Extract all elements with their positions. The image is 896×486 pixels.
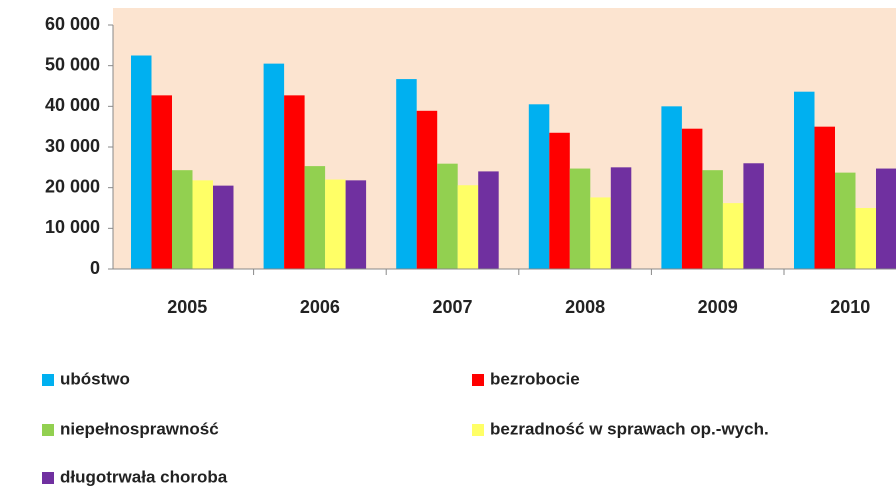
legend-label: niepełnosprawność xyxy=(60,419,219,438)
legend-label: bezrobocie xyxy=(490,369,580,388)
bar xyxy=(794,91,815,270)
bar xyxy=(835,172,856,269)
x-tick-label: 2007 xyxy=(432,297,472,317)
y-tick-label: 0 xyxy=(90,258,100,278)
legend-label: ubóstwo xyxy=(60,369,130,388)
x-tick-label: 2005 xyxy=(167,297,207,317)
bar xyxy=(457,185,479,269)
y-tick-label: 10 000 xyxy=(45,217,100,237)
bar xyxy=(528,104,550,269)
legend-swatch xyxy=(472,424,484,436)
x-tick-label: 2009 xyxy=(698,297,738,317)
bar xyxy=(590,197,611,269)
bar xyxy=(416,110,438,269)
bar xyxy=(661,106,682,269)
bar xyxy=(876,168,896,269)
bar xyxy=(325,179,346,269)
bar xyxy=(569,168,591,269)
plot-area xyxy=(113,8,896,269)
x-tick-label: 2006 xyxy=(300,297,340,317)
bar xyxy=(172,170,193,269)
bar xyxy=(681,128,703,269)
legend-label: długotrwała choroba xyxy=(60,467,228,486)
x-tick-label: 2010 xyxy=(830,297,870,317)
bar xyxy=(396,79,417,269)
bar xyxy=(814,126,835,270)
bar xyxy=(284,95,305,269)
bar xyxy=(437,163,458,269)
bar xyxy=(345,180,367,269)
bar xyxy=(304,166,326,269)
legend-label: bezradność w sprawach op.-wych. xyxy=(490,419,769,438)
bar xyxy=(263,63,285,270)
bar xyxy=(610,167,632,269)
bar xyxy=(478,171,499,269)
x-tick-label: 2008 xyxy=(565,297,605,317)
bar xyxy=(722,203,744,269)
y-tick-label: 20 000 xyxy=(45,176,100,196)
legend-swatch xyxy=(42,472,54,484)
bar xyxy=(549,132,570,269)
y-tick-label: 40 000 xyxy=(45,95,100,115)
y-tick-label: 50 000 xyxy=(45,54,100,74)
legend-swatch xyxy=(42,424,54,436)
bar xyxy=(192,180,213,269)
bar xyxy=(702,170,723,269)
legend-swatch xyxy=(472,374,484,386)
bar xyxy=(131,55,152,269)
bar xyxy=(151,95,172,269)
y-tick-label: 60 000 xyxy=(45,14,100,34)
bar xyxy=(743,163,764,269)
y-tick-label: 30 000 xyxy=(45,136,100,156)
bar xyxy=(213,185,234,269)
bar xyxy=(855,208,876,269)
legend-swatch xyxy=(42,374,54,386)
